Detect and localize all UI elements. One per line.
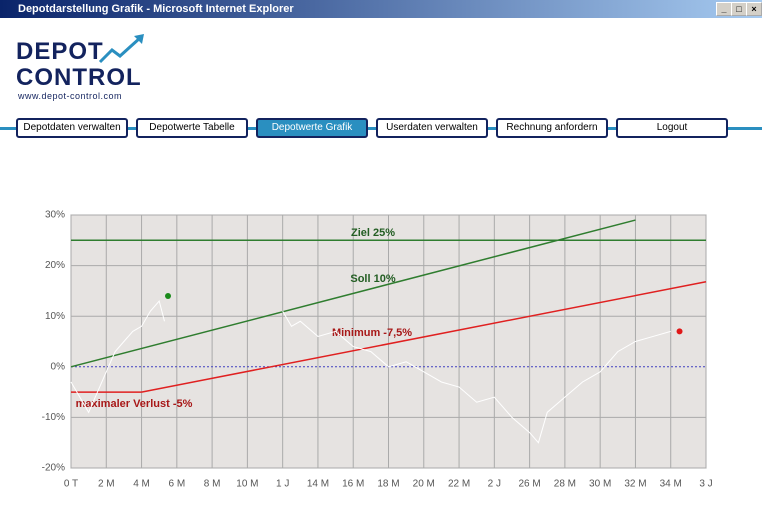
- x-tick-label: 2 M: [98, 479, 115, 490]
- plot-area: [70, 214, 707, 469]
- x-tick-label: 6 M: [168, 479, 185, 490]
- x-tick-label: 0 T: [64, 479, 78, 490]
- x-tick-label: 18 M: [377, 479, 399, 490]
- x-tick-label: 20 M: [413, 479, 435, 490]
- nav-button[interactable]: Depotwerte Tabelle: [136, 118, 248, 138]
- x-tick-label: 4 M: [133, 479, 150, 490]
- maximize[interactable]: □: [731, 2, 747, 16]
- x-tick-label: 2 J: [488, 479, 501, 490]
- x-tick-label: 30 M: [589, 479, 611, 490]
- nav-button[interactable]: Depotwerte Grafik: [256, 118, 368, 138]
- x-tick-label: 22 M: [448, 479, 470, 490]
- y-tick-label: 30%: [45, 210, 65, 221]
- nav-button[interactable]: Rechnung anfordern: [496, 118, 608, 138]
- x-tick-label: 10 M: [236, 479, 258, 490]
- series-line: [141, 281, 707, 393]
- logo-url: www.depot-control.com: [18, 91, 123, 101]
- nav-button[interactable]: Userdaten verwalten: [376, 118, 488, 138]
- logo-text: CONTROL: [16, 64, 142, 91]
- x-tick-label: 28 M: [554, 479, 576, 490]
- series-line: [70, 299, 671, 444]
- nav-button[interactable]: Depotdaten verwalten: [16, 118, 128, 138]
- x-tick-label: 16 M: [342, 479, 364, 490]
- series-line: [70, 219, 636, 368]
- logo-text: DEPOT: [16, 38, 104, 65]
- y-tick-label: 0%: [51, 361, 66, 372]
- title-bar: Depotdarstellung Grafik - Microsoft Inte…: [0, 0, 762, 18]
- x-tick-label: 8 M: [204, 479, 221, 490]
- close[interactable]: ×: [746, 2, 762, 16]
- x-tick-label: 14 M: [307, 479, 329, 490]
- y-tick-label: -10%: [42, 412, 65, 423]
- line-label: Minimum -7,5%: [332, 327, 412, 339]
- y-tick-label: 10%: [45, 311, 65, 322]
- logo-arrow: [98, 34, 144, 64]
- y-tick-label: -20%: [42, 463, 65, 474]
- nav-button[interactable]: Logout: [616, 118, 728, 138]
- y-tick-label: 20%: [45, 260, 65, 271]
- line-label: maximaler Verlust -5%: [76, 398, 193, 410]
- x-tick-label: 3 J: [699, 479, 712, 490]
- window-title: Depotdarstellung Grafik - Microsoft Inte…: [18, 3, 294, 15]
- x-tick-label: 1 J: [276, 479, 289, 490]
- x-tick-label: 32 M: [624, 479, 646, 490]
- x-tick-label: 34 M: [660, 479, 682, 490]
- minimize[interactable]: _: [716, 2, 732, 16]
- marker: [165, 292, 172, 299]
- marker: [676, 328, 683, 335]
- line-label: Soll 10%: [350, 273, 395, 285]
- line-label: Ziel 25%: [351, 227, 395, 239]
- x-tick-label: 26 M: [518, 479, 540, 490]
